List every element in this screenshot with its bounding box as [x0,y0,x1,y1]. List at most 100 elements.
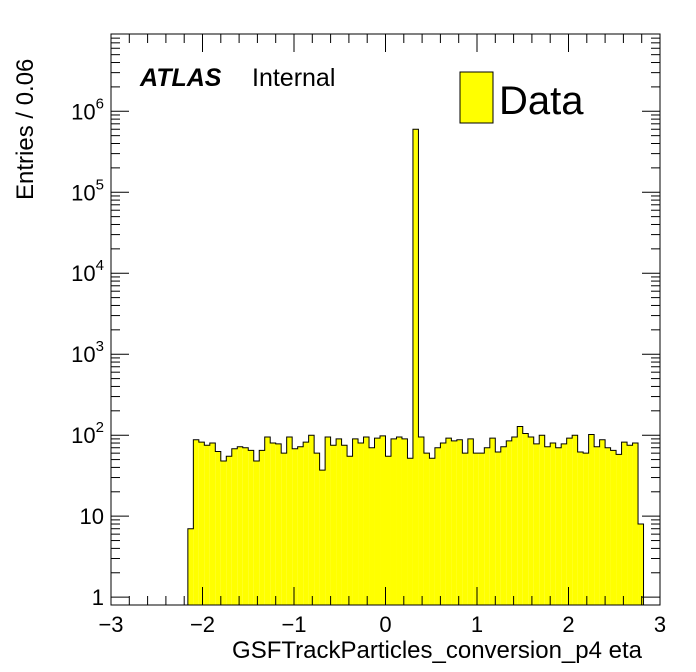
histogram-bar [412,129,419,605]
histogram-bar [204,445,210,605]
histogram-bar [385,456,391,605]
histogram-bar [473,453,479,605]
histogram-bar [220,461,227,605]
histogram-bar [275,443,282,605]
histogram-bar [495,452,501,605]
histogram-bar [390,438,397,605]
y-tick-label: 102 [71,419,104,448]
histogram-bar [242,447,249,605]
histogram-bar [517,426,523,605]
x-tick-label: 3 [654,612,666,637]
legend-label: Data [499,79,584,123]
histogram-bar [544,446,551,605]
histogram-bar [451,440,457,605]
y-axis-ticks [111,33,660,598]
histogram-bar [352,438,359,605]
x-tick-label: 1 [471,612,483,637]
y-tick-label: 106 [71,95,104,124]
x-tick-label: −2 [190,612,215,637]
histogram-bar [522,433,529,605]
x-tick-label: 2 [562,612,574,637]
histogram-bar [627,445,633,605]
histogram-bars [187,128,645,605]
histogram-bar [380,435,386,605]
y-axis-tick-labels: 1 10 102 103 104 105 106 [71,95,104,610]
histogram-bar [566,438,573,605]
histogram-bar [281,453,287,605]
histogram-bar [226,456,232,605]
x-tick-label: 0 [379,612,391,637]
histogram-bar [572,435,578,605]
atlas-label: ATLAS [139,64,222,92]
y-tick-label: 10 [80,504,104,529]
histogram-bar [253,461,260,605]
histogram-bar [401,438,408,605]
histogram-bar [209,443,216,605]
histogram-bar [303,442,309,605]
histogram-bar [396,436,402,605]
histogram-bar [500,446,507,605]
histogram-bar [445,438,452,605]
x-tick-label: −3 [98,612,123,637]
histogram-bar [270,443,276,605]
histogram-bar [423,453,430,605]
histogram-bar [297,446,304,605]
histogram-bar [374,438,381,605]
histogram-bar [462,453,468,605]
histogram-bar [605,447,611,605]
x-tick-label: −1 [281,612,306,637]
histogram-bar [478,453,485,605]
histogram-bar [198,442,205,605]
x-axis-ticks [110,34,661,605]
histogram-bar [588,434,595,605]
histogram-bar [610,450,617,605]
histogram-bar [550,443,556,605]
y-tick-label: 103 [71,338,104,367]
histogram-bar [533,443,540,605]
x-axis-title: GSFTrackParticles_conversion_p4 eta [232,637,643,664]
x-axis-tick-labels: −3 −2 −1 0 1 2 3 [98,612,666,637]
histogram-bar [616,454,622,605]
histogram-bar [440,443,446,605]
internal-label: Internal [252,64,335,92]
histogram-bar [259,450,265,605]
histogram-bar [292,448,298,605]
histogram-bar [489,438,496,605]
legend-swatch [459,71,494,124]
histogram-bar [456,439,463,605]
histogram-bar [363,436,370,605]
histogram-bar [561,443,567,605]
histogram-bar [319,470,326,605]
histogram-outline [187,128,645,605]
histogram-bar [264,436,271,605]
histogram-bar [418,436,424,605]
histogram-bar [314,453,320,605]
histogram-bar [286,436,293,605]
histogram-bar [248,450,254,605]
histogram-bar [231,448,238,605]
histogram-bar [193,439,199,605]
histogram-bar [511,436,518,605]
histogram-bar [638,524,644,605]
histogram-bar [632,443,639,605]
histogram-bar [347,456,353,605]
histogram-bar [528,436,534,605]
y-axis-title: Entries / 0.06 [12,59,39,200]
y-tick-label: 104 [71,257,104,286]
histogram-bar [358,443,364,605]
histogram-bar [237,446,243,605]
histogram-bar [594,446,600,605]
y-tick-label: 105 [71,176,104,205]
histogram-bar [308,435,315,605]
histogram-bar [407,458,413,605]
histogram-bar [369,447,375,605]
histogram-bar [539,435,545,605]
histogram-bar [577,452,584,605]
histogram-bar [325,436,331,605]
histogram-bar [434,447,441,605]
y-tick-label: 1 [92,585,104,610]
legend: Data [459,71,584,124]
histogram-bar [336,438,342,605]
histogram-bar [506,440,512,605]
